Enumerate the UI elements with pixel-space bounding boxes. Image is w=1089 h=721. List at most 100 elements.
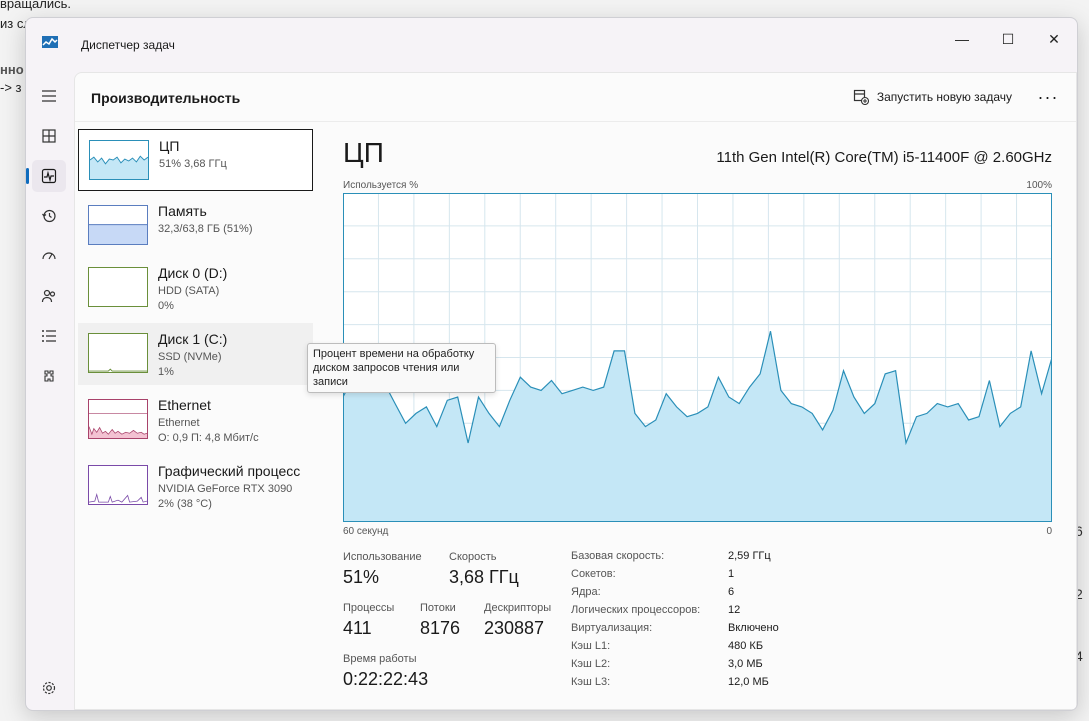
processes-label: Процессы [343,602,395,614]
handles-label: Дескрипторы [484,602,552,614]
spec-key: Логических процессоров: [571,604,701,616]
resource-detail: 0% [158,300,174,312]
graph-min-label: 0 [1046,526,1052,537]
resource-name: ЦП [159,138,180,154]
resource-name: Графический процесс [158,463,301,479]
resource-detail: SSD (NVMe) [158,351,222,363]
resource-detail: HDD (SATA) [158,285,220,297]
resource-name: Память [158,203,207,219]
graph-y-label: Используется % [343,180,419,191]
spec-value: 12 [728,604,741,616]
graph-time-label: 60 секунд [343,526,389,537]
hamburger-icon [42,90,56,102]
spec-value: 3,0 МБ [728,658,763,670]
threads-value: 8176 [420,618,461,638]
resource-detail: 1% [158,366,174,378]
resource-gpu[interactable]: Графический процесс NVIDIA GeForce RTX 3… [78,455,313,517]
resource-name: Диск 0 (D:) [158,265,228,281]
nav-startup[interactable] [32,240,66,272]
spec-key: Базовая скорость: [571,550,665,562]
background-number: 4 [1075,648,1083,664]
background-text: из сл [0,16,31,31]
task-manager-window: Диспетчер задач — ☐ ✕ [25,17,1078,711]
threads-label: Потоки [420,602,456,614]
cpu-thumbnail-graph [89,140,149,180]
run-new-task-button[interactable]: Запустить новую задачу [853,89,1012,105]
performance-icon [41,168,57,184]
nav-users[interactable] [32,280,66,312]
memory-thumbnail-graph [88,205,148,245]
run-new-task-label: Запустить новую задачу [876,90,1012,104]
usage-label: Использование [343,551,422,563]
resource-detail: NVIDIA GeForce RTX 3090 [158,483,293,495]
uptime-label: Время работы [343,653,417,665]
spec-key: Кэш L3: [571,676,611,688]
new-task-icon [853,89,869,105]
users-icon [41,289,56,303]
resource-detail: 51% 3,68 ГГц [159,158,227,170]
task-manager-app-icon [42,36,58,48]
startup-icon [42,252,56,260]
resource-name: Диск 1 (C:) [158,331,228,347]
disk1-thumbnail-graph [88,333,148,373]
nav-settings[interactable] [32,672,66,704]
processes-value: 411 [343,618,372,638]
background-text: -> з [0,80,22,95]
usage-area [343,331,1052,522]
resource-disk-0[interactable]: Диск 0 (D:) HDD (SATA) 0% [78,257,313,319]
speed-label: Скорость [449,551,497,563]
nav-processes[interactable] [32,120,66,152]
resource-disk-1[interactable]: Диск 1 (C:) SSD (NVMe) 1% [78,323,313,385]
resource-cpu[interactable]: ЦП 51% 3,68 ГГц [78,129,313,191]
cpu-detail-pane: ЦП 11th Gen Intel(R) Core(TM) i5-11400F … [343,125,1052,709]
spec-key: Кэш L2: [571,658,611,670]
resource-detail: 2% (38 °C) [158,498,212,510]
spec-key: Ядра: [571,586,601,598]
spec-value: 480 КБ [728,640,764,652]
resource-ethernet[interactable]: Ethernet Ethernet О: 0,9 П: 4,8 Мбит/с [78,389,313,451]
minimize-button[interactable]: — [955,31,969,47]
hamburger-menu-button[interactable] [32,80,66,112]
cpu-model-name: 11th Gen Intel(R) Core(TM) i5-11400F @ 2… [716,149,1052,166]
spec-value: 2,59 ГГц [728,550,771,562]
nav-services[interactable] [32,360,66,392]
gpu-thumbnail-graph [88,465,148,505]
performance-page: Производительность Запустить новую задач… [74,72,1077,710]
background-text: нно [0,62,24,77]
cpu-heading: ЦП [343,137,384,168]
resource-memory[interactable]: Память 32,3/63,8 ГБ (51%) [78,195,313,257]
nav-performance[interactable] [26,160,66,192]
spec-key: Сокетов: [571,568,616,580]
settings-icon [42,681,56,695]
speed-value: 3,68 ГГц [449,567,519,587]
processes-icon [42,129,56,143]
resource-detail: О: 0,9 П: 4,8 Мбит/с [158,432,259,444]
details-icon [42,330,56,342]
usage-value: 51% [343,567,380,587]
title-bar[interactable]: Диспетчер задач — ☐ ✕ [26,18,1077,66]
navigation-rail [26,66,72,710]
page-title: Производительность [91,90,241,106]
more-options-button[interactable]: ··· [1037,86,1059,107]
nav-app-history[interactable] [32,200,66,232]
ethernet-thumbnail-graph [88,399,148,439]
app-history-icon [42,209,56,223]
command-bar: Производительность Запустить новую задач… [75,73,1076,122]
disk-tooltip: Процент времени на обработку диском запр… [307,343,496,393]
nav-details[interactable] [32,320,66,352]
background-number: 2 [1075,586,1083,602]
maximize-button[interactable]: ☐ [1001,30,1015,47]
close-button[interactable]: ✕ [1048,30,1060,47]
window-title: Диспетчер задач [81,38,175,52]
disk0-thumbnail-graph [88,267,148,307]
spec-key: Виртуализация: [571,622,653,634]
spec-value: 6 [728,586,735,598]
spec-value: 1 [728,568,735,580]
usage-line [343,331,1052,446]
services-icon [44,370,54,382]
uptime-value: 0:22:22:43 [343,669,429,689]
graph-max-label: 100% [1026,180,1052,191]
background-number: 6 [1075,523,1083,539]
spec-value: Включено [728,622,779,634]
spec-value: 12,0 МБ [728,676,769,688]
